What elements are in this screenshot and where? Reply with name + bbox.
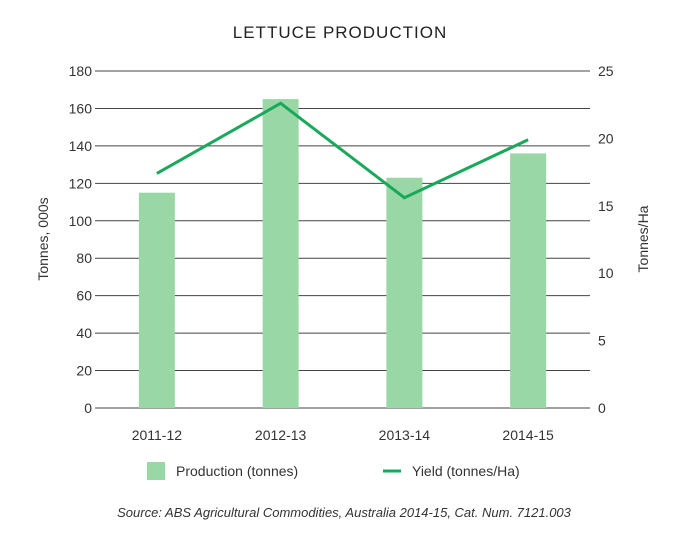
y2-tick-label: 0 <box>598 400 606 416</box>
y2-tick-label: 20 <box>598 130 614 146</box>
yield-series-line <box>156 101 529 200</box>
bar <box>386 177 423 408</box>
y-axis-label: Tonnes, 000s <box>35 197 51 280</box>
y-axis-right: 0 5 10 15 20 25 <box>598 63 614 416</box>
y-tick-label: 180 <box>69 63 93 79</box>
legend: Production (tonnes) Yield (tonnes/Ha) <box>147 462 520 480</box>
y2-tick-label: 5 <box>598 333 606 349</box>
bar <box>138 192 175 408</box>
bar <box>510 153 547 408</box>
legend-line-label: Yield (tonnes/Ha) <box>412 463 520 479</box>
legend-bar-swatch <box>147 462 165 480</box>
y-tick-label: 100 <box>69 213 93 229</box>
y2-tick-label: 15 <box>598 198 614 214</box>
gridlines <box>95 70 590 409</box>
x-tick-label: 2013-14 <box>379 427 431 443</box>
bar <box>262 99 299 408</box>
legend-bar-label: Production (tonnes) <box>176 463 298 479</box>
bars <box>138 99 547 408</box>
x-tick-label: 2014-15 <box>502 427 554 443</box>
y-tick-label: 60 <box>76 288 92 304</box>
source-note: Source: ABS Agricultural Commodities, Au… <box>117 505 572 520</box>
y2-tick-label: 25 <box>598 63 614 79</box>
x-tick-label: 2012-13 <box>255 427 307 443</box>
y2-tick-label: 10 <box>598 265 614 281</box>
y-tick-label: 80 <box>76 250 92 266</box>
y-tick-label: 120 <box>69 175 93 191</box>
y-tick-label: 140 <box>69 138 93 154</box>
y-tick-label: 0 <box>84 400 92 416</box>
yield-line <box>156 101 529 200</box>
y-tick-label: 40 <box>76 325 92 341</box>
chart-title: LETTUCE PRODUCTION <box>233 23 447 42</box>
x-tick-label: 2011-12 <box>132 427 183 443</box>
y-tick-label: 160 <box>69 100 93 116</box>
x-axis: 2011-12 2012-13 2013-14 2014-15 <box>132 427 554 443</box>
y-axis-left: 0 20 40 60 80 100 120 140 160 180 <box>69 63 93 416</box>
y2-axis-label: Tonnes/Ha <box>635 205 651 272</box>
y-tick-label: 20 <box>76 363 92 379</box>
